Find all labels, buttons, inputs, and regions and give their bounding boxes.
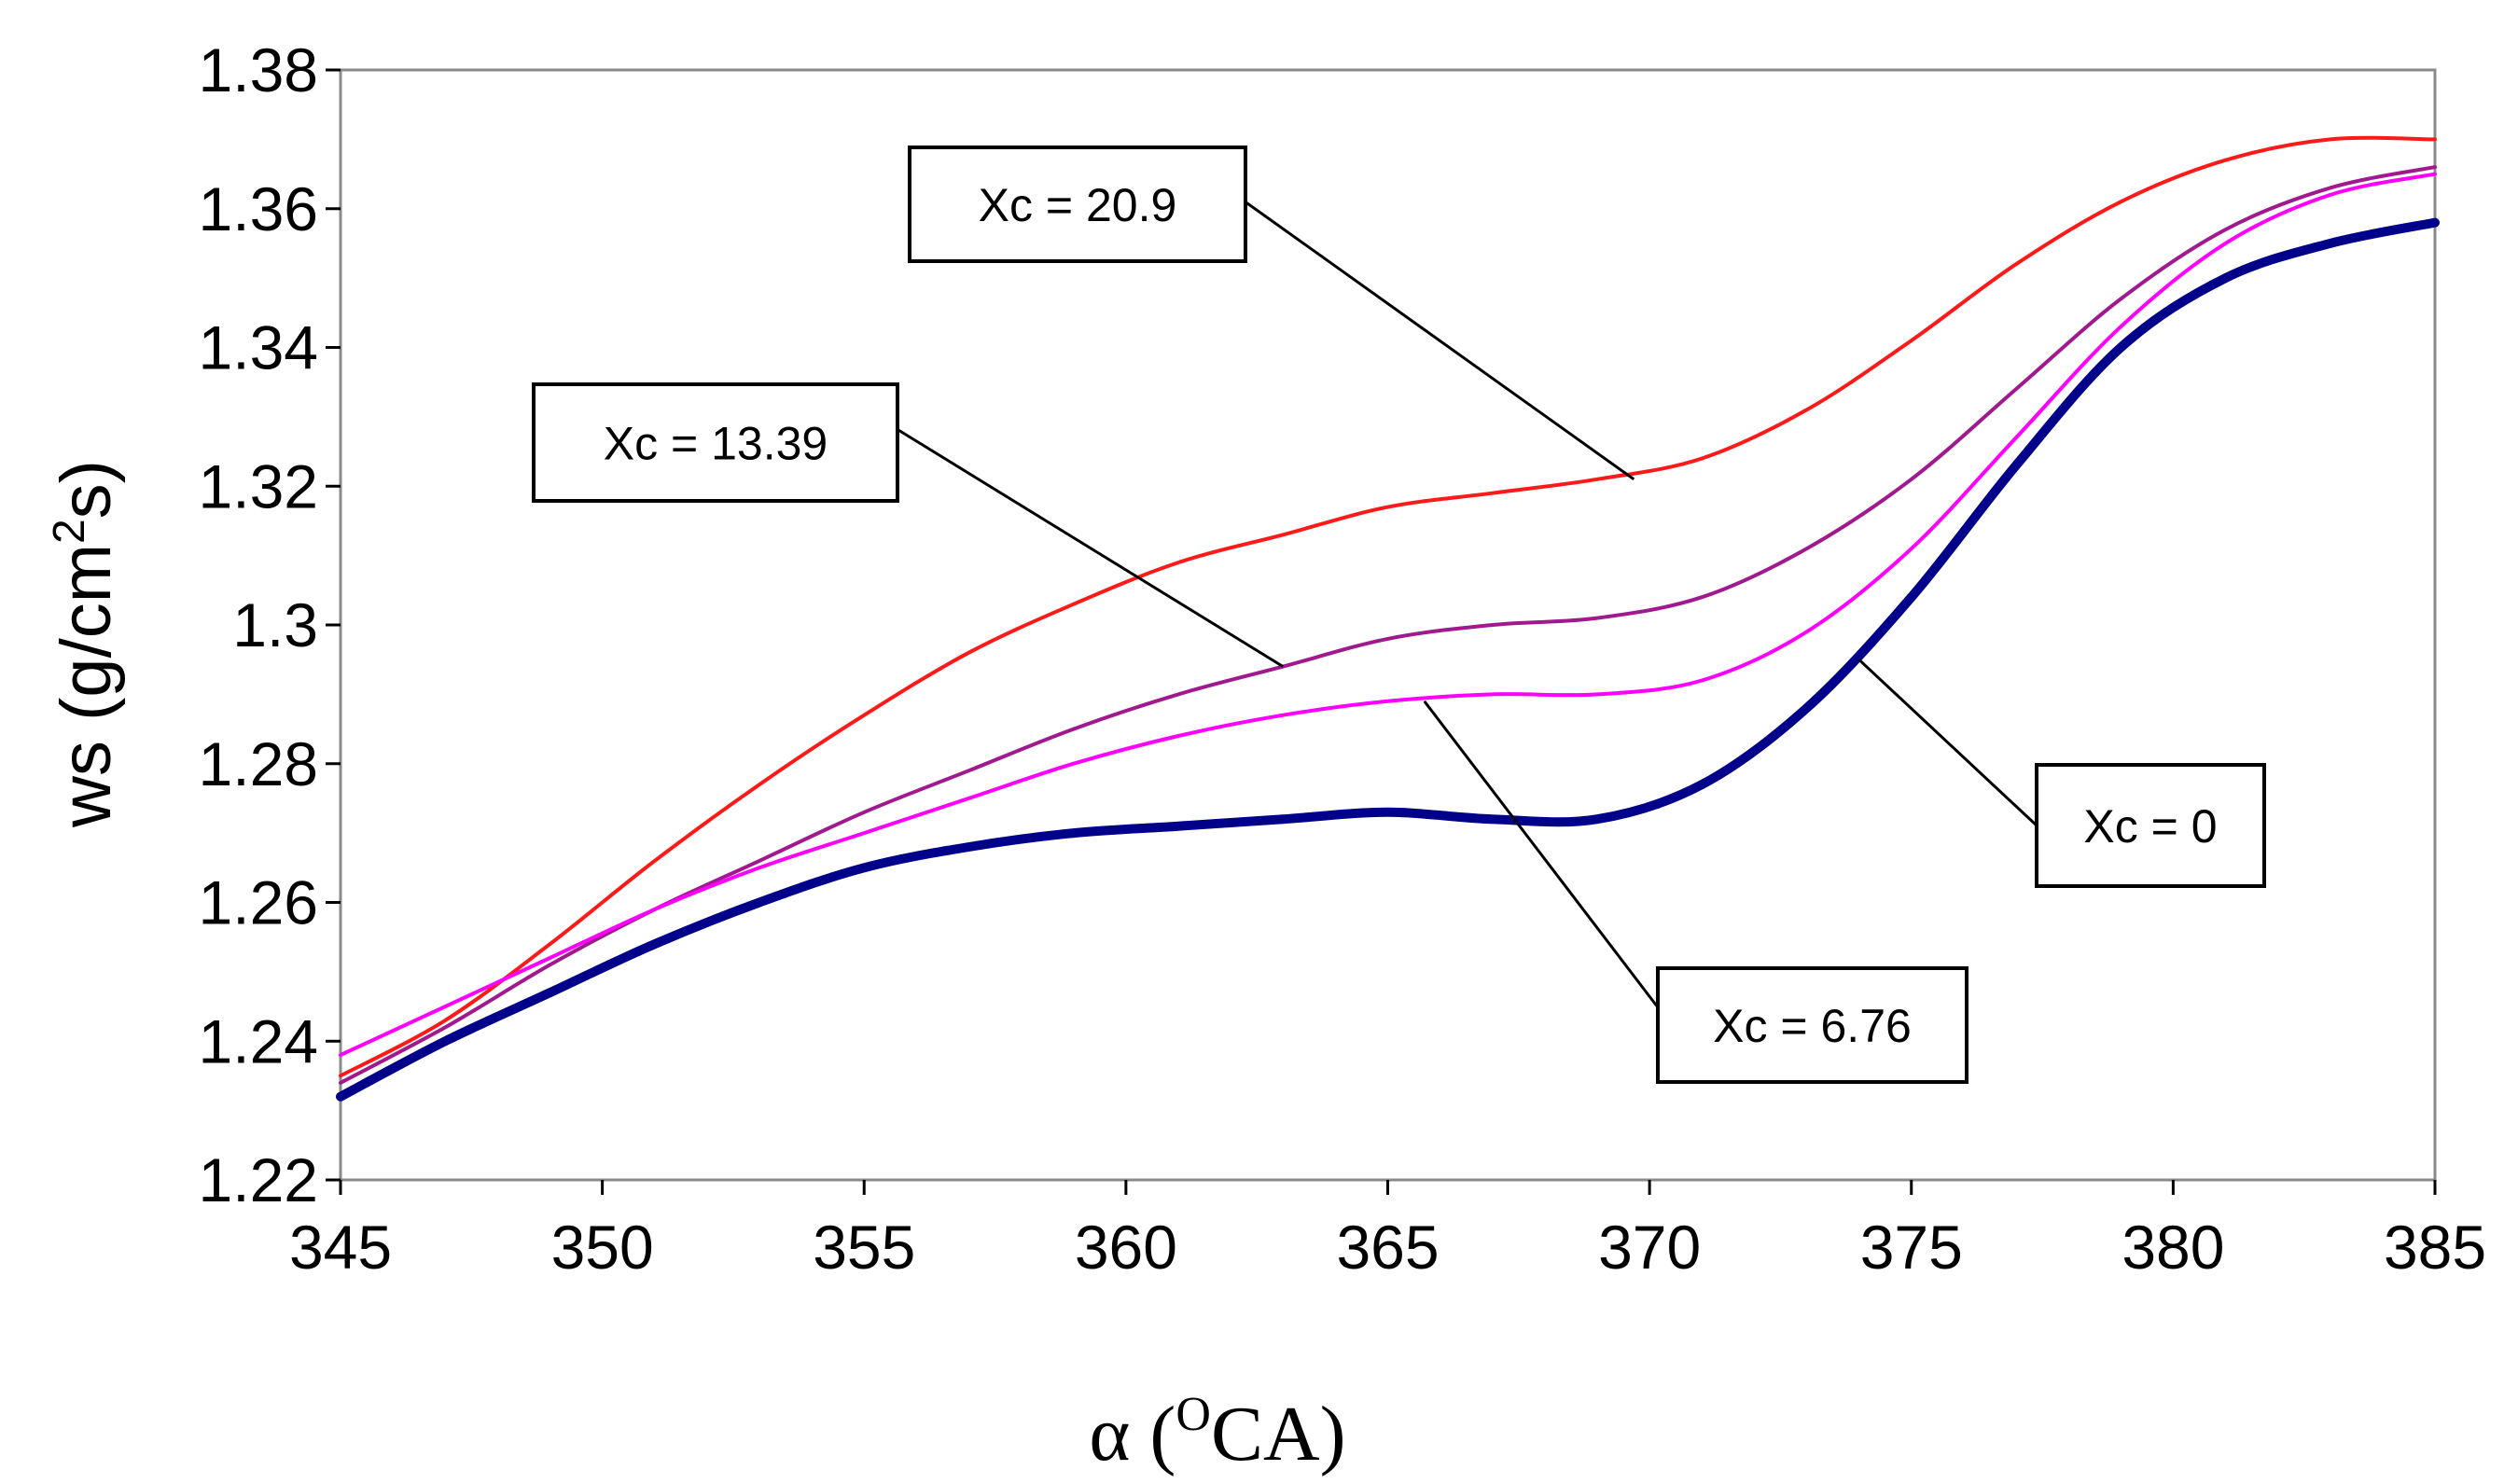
x-tick-label: 380 [2122, 1213, 2224, 1282]
y-tick-label: 1.26 [199, 868, 318, 937]
x-tick-label: 345 [289, 1213, 392, 1282]
callout-label: Xc = 13.39 [604, 418, 828, 470]
callout-leader-line [893, 425, 1285, 668]
y-tick-label: 1.32 [199, 451, 318, 520]
y-axis-title: ws (g/cm2s) [45, 460, 126, 828]
callout-1: Xc = 13.39 [532, 382, 1285, 668]
callout-0: Xc = 20.9 [908, 146, 1635, 481]
callout-label: Xc = 0 [2083, 800, 2217, 853]
x-axis-title: α (OCA) [1089, 1388, 1345, 1477]
y-axis-title-prefix: ws (g/cm [47, 544, 126, 828]
x-axis-title-prefix: α ( [1089, 1391, 1176, 1477]
callout-box [532, 382, 899, 503]
x-tick-label: 375 [1860, 1213, 1963, 1282]
series-line-3 [336, 217, 2440, 1102]
y-tick-label: 1.38 [199, 35, 318, 104]
y-tick-label: 1.24 [199, 1006, 318, 1075]
callout-leader-line [1240, 197, 1635, 481]
callout-label: Xc = 6.76 [1713, 1000, 1912, 1052]
callout-box [1656, 966, 1968, 1084]
y-tick-label: 1.36 [199, 174, 318, 243]
y-axis-title-suffix: s) [47, 460, 126, 519]
series-line-0 [339, 135, 2437, 1078]
callout-box [2035, 763, 2266, 888]
y-tick-label: 1.22 [199, 1145, 318, 1214]
series-line-2 [339, 172, 2437, 1058]
callout-leader-line [1423, 700, 1660, 1008]
callout-3: Xc = 0 [1857, 659, 2266, 888]
x-tick-label: 355 [813, 1213, 915, 1282]
callout-leader-line [1857, 659, 2038, 827]
x-axis-title-suffix: CA) [1211, 1391, 1346, 1477]
x-tick-label: 370 [1598, 1213, 1701, 1282]
callout-2: Xc = 6.76 [1423, 700, 1968, 1084]
x-tick-label: 365 [1336, 1213, 1439, 1282]
callout-label: Xc = 20.9 [979, 179, 1177, 231]
x-tick-label: 385 [2384, 1213, 2486, 1282]
x-tick-label: 360 [1075, 1213, 1177, 1282]
y-tick-label: 1.3 [232, 590, 318, 659]
callout-box [908, 146, 1247, 263]
x-tick-label: 350 [551, 1213, 654, 1282]
y-tick-label: 1.28 [199, 729, 318, 798]
y-tick-label: 1.34 [199, 313, 318, 382]
x-axis-title-superscript: O [1176, 1388, 1211, 1441]
y-axis-title-superscript: 2 [45, 519, 94, 544]
